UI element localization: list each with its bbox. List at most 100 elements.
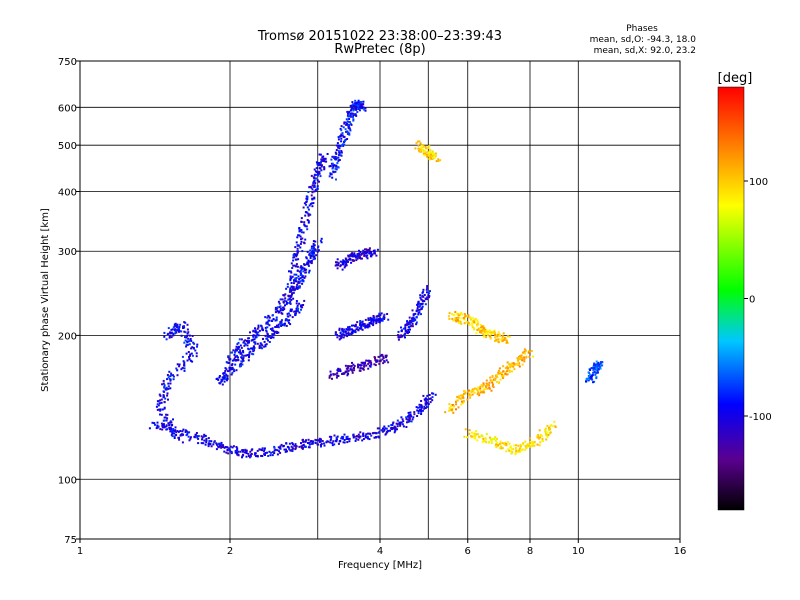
data-point [172, 374, 174, 377]
data-point [461, 317, 464, 320]
data-point [285, 324, 288, 327]
data-point [411, 317, 413, 320]
data-point [419, 409, 422, 412]
data-point [228, 366, 231, 369]
data-point [329, 373, 332, 376]
data-point [318, 167, 321, 170]
data-point [362, 252, 365, 255]
data-point [311, 441, 314, 444]
data-point [173, 437, 176, 439]
data-point [341, 263, 344, 266]
data-point [532, 441, 535, 444]
data-point [421, 409, 424, 412]
data-point [500, 375, 503, 378]
data-point [409, 415, 412, 418]
x-tick-label: 1 [77, 546, 83, 557]
data-point [513, 444, 516, 447]
data-point [398, 336, 401, 339]
data-point [364, 109, 367, 112]
data-point [348, 110, 351, 113]
data-point [316, 187, 319, 190]
data-point [172, 375, 175, 378]
data-point [312, 248, 315, 251]
data-point [278, 302, 281, 305]
data-point [247, 348, 250, 351]
data-point [333, 434, 336, 437]
data-point [375, 321, 378, 324]
data-point [338, 147, 341, 150]
data-point [342, 330, 345, 333]
data-point [224, 370, 227, 372]
data-point [377, 318, 380, 321]
data-point [209, 442, 212, 445]
data-point [463, 322, 466, 325]
data-point [420, 313, 422, 316]
data-point [220, 441, 223, 444]
data-point [463, 390, 466, 393]
data-point [549, 431, 552, 434]
data-point [586, 377, 589, 380]
data-point [529, 445, 532, 448]
data-point [477, 327, 480, 330]
data-point [420, 404, 423, 407]
data-point [316, 179, 319, 182]
data-point [491, 375, 494, 377]
data-point [545, 434, 548, 437]
data-point [298, 270, 301, 273]
data-point [239, 349, 242, 352]
data-point [305, 203, 307, 206]
data-point [285, 303, 288, 306]
data-point [456, 318, 459, 321]
data-point [196, 345, 198, 348]
data-point [304, 271, 307, 274]
data-point [429, 401, 432, 404]
data-point [307, 442, 309, 444]
data-point [351, 371, 354, 374]
data-point [225, 368, 228, 371]
data-point [280, 443, 283, 446]
data-point [587, 371, 590, 374]
data-point [249, 455, 252, 458]
data-point [169, 382, 172, 385]
data-point [285, 442, 288, 445]
y-tick-label: 300 [58, 247, 77, 258]
data-point [340, 151, 343, 154]
data-point [351, 361, 353, 364]
data-point [330, 437, 333, 440]
data-point [489, 376, 492, 379]
data-point [498, 367, 501, 370]
data-point [428, 295, 431, 298]
data-point [422, 394, 425, 397]
data-point [296, 283, 299, 286]
data-point [593, 363, 596, 366]
data-point [415, 315, 418, 318]
data-point [207, 437, 210, 440]
data-point [267, 323, 270, 326]
data-point [185, 345, 188, 348]
data-point [231, 351, 233, 354]
data-point [457, 395, 460, 398]
data-point [431, 392, 434, 395]
data-point [236, 354, 238, 357]
data-point [163, 384, 166, 387]
data-point [589, 377, 592, 380]
data-point [363, 363, 366, 366]
data-point [421, 302, 424, 305]
data-point [340, 140, 343, 143]
data-point [365, 359, 368, 362]
data-point [302, 304, 305, 306]
data-point [370, 318, 373, 321]
data-point [161, 428, 164, 431]
data-point [231, 363, 234, 366]
data-point [293, 279, 295, 282]
data-point [353, 253, 356, 256]
data-point [284, 304, 286, 307]
data-point [521, 363, 524, 366]
data-point [302, 270, 305, 273]
data-point [591, 378, 594, 381]
data-point [301, 444, 304, 447]
data-point [420, 405, 423, 408]
data-point [506, 361, 509, 364]
data-point [505, 443, 508, 445]
data-point [365, 433, 368, 436]
